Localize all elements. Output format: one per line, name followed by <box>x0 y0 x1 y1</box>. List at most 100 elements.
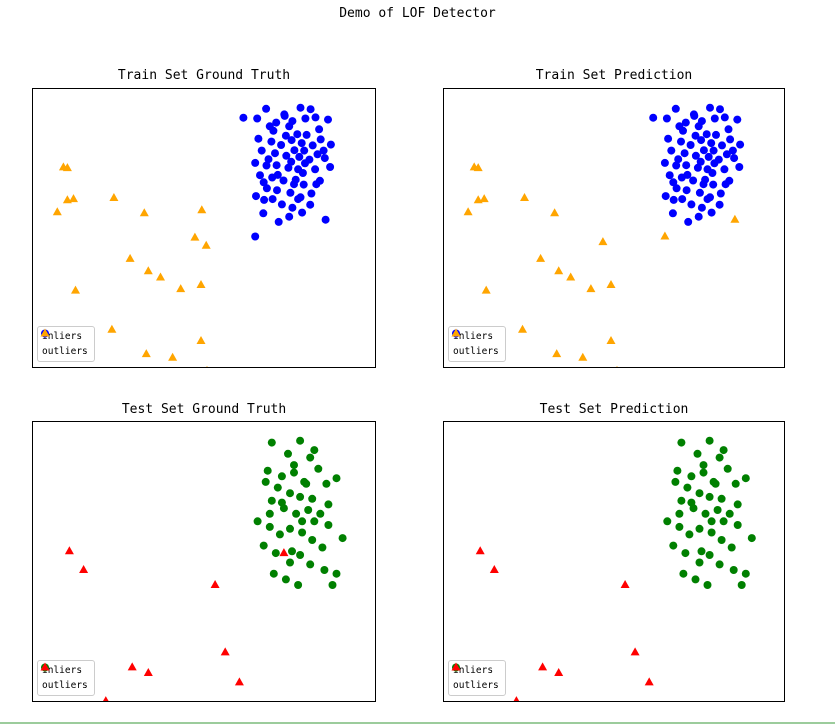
inlier-point <box>284 449 292 458</box>
inlier-point <box>705 492 714 501</box>
outlier-point <box>125 253 135 262</box>
figure-title: Demo of LOF Detector <box>339 6 496 21</box>
inlier-point <box>301 114 310 123</box>
inlier-point <box>314 464 323 473</box>
inlier-point <box>267 496 276 505</box>
inlier-point <box>707 139 716 148</box>
outlier-point <box>156 272 165 281</box>
inlier-point <box>699 461 708 470</box>
inlier-point <box>296 492 305 501</box>
inlier-point <box>318 543 327 552</box>
outlier-point <box>143 266 153 275</box>
outlier-point <box>109 193 119 201</box>
outlier-point <box>538 662 548 671</box>
inlier-point <box>274 217 283 226</box>
inlier-point <box>694 122 703 131</box>
outlier-point <box>479 194 489 203</box>
inlier-point <box>338 534 347 543</box>
inlier-point <box>679 569 688 578</box>
inlier-point <box>257 146 266 155</box>
inlier-point <box>306 453 315 462</box>
inlier-point <box>707 517 716 526</box>
inlier-point <box>286 524 294 533</box>
inlier-point <box>681 118 690 127</box>
inlier-point <box>695 188 704 197</box>
legend-marker-outliers <box>40 662 50 671</box>
inlier-point <box>290 146 299 155</box>
inlier-point <box>288 203 297 212</box>
inlier-point <box>265 122 274 131</box>
inlier-point <box>281 575 290 584</box>
inlier-point <box>727 543 736 552</box>
outlier-point <box>220 647 230 656</box>
inlier-point <box>677 496 686 505</box>
inlier-point <box>689 176 698 185</box>
outlier-point <box>552 349 562 358</box>
inlier-point <box>306 200 315 209</box>
outlier-point <box>644 677 654 686</box>
legend-label-outliers: outliers <box>453 346 499 357</box>
inlier-point <box>687 472 696 481</box>
inlier-point <box>675 122 684 131</box>
legend-swatch <box>40 328 50 337</box>
legend-label-inliers: inliers <box>42 665 83 676</box>
outlier-point <box>196 336 206 344</box>
outlier-point <box>71 285 80 294</box>
inlier-point <box>704 152 713 161</box>
inlier-point <box>262 161 271 170</box>
outlier-point <box>103 696 109 701</box>
inlier-point <box>279 176 288 185</box>
inlier-point <box>298 528 307 537</box>
inlier-point <box>730 154 739 163</box>
inlier-point <box>324 115 332 124</box>
inlier-point <box>691 151 700 160</box>
inlier-point <box>715 560 724 569</box>
inlier-point <box>259 541 268 550</box>
inlier-point <box>741 474 750 483</box>
outlier-point <box>489 565 499 573</box>
inlier-point <box>731 479 740 488</box>
inlier-point <box>272 161 281 170</box>
inlier-point <box>267 137 276 146</box>
inlier-point <box>280 111 289 120</box>
legend: inliers outliers <box>37 326 95 362</box>
legend-swatch <box>451 662 461 671</box>
inlier-point <box>290 180 298 189</box>
inlier-point <box>310 517 319 526</box>
inlier-point <box>290 468 298 477</box>
inlier-point <box>729 566 738 574</box>
inlier-point <box>715 200 724 209</box>
panel-train-prediction: Train Set Prediction inliers outliers <box>443 68 785 368</box>
inlier-point <box>259 209 268 218</box>
outlier-point <box>520 193 529 201</box>
outlier-point <box>578 352 588 361</box>
inlier-point <box>322 479 331 488</box>
inlier-point <box>677 438 686 447</box>
inlier-point <box>269 569 278 578</box>
inlier-point <box>267 438 276 447</box>
inlier-point <box>332 474 341 483</box>
inlier-point <box>728 146 737 155</box>
inlier-point <box>285 122 294 131</box>
inlier-point <box>667 146 676 155</box>
inlier-point <box>723 464 732 473</box>
inlier-point <box>671 477 680 486</box>
legend: inliers outliers <box>448 660 506 696</box>
inlier-point <box>298 208 307 217</box>
inlier-point <box>733 521 742 529</box>
inlier-point <box>263 466 272 475</box>
inlier-point <box>661 192 670 201</box>
inlier-point <box>721 180 730 189</box>
outlier-point <box>168 352 178 361</box>
inlier-point <box>294 581 303 589</box>
inlier-point <box>265 522 274 531</box>
outlier-point <box>475 546 485 555</box>
inlier-point <box>296 436 305 445</box>
inlier-point <box>288 547 296 556</box>
inlier-point <box>324 521 333 529</box>
inlier-point <box>660 158 669 167</box>
inlier-point <box>312 180 321 189</box>
inlier-point <box>295 152 304 161</box>
inlier-point <box>271 149 279 158</box>
outlier-point <box>62 195 72 204</box>
